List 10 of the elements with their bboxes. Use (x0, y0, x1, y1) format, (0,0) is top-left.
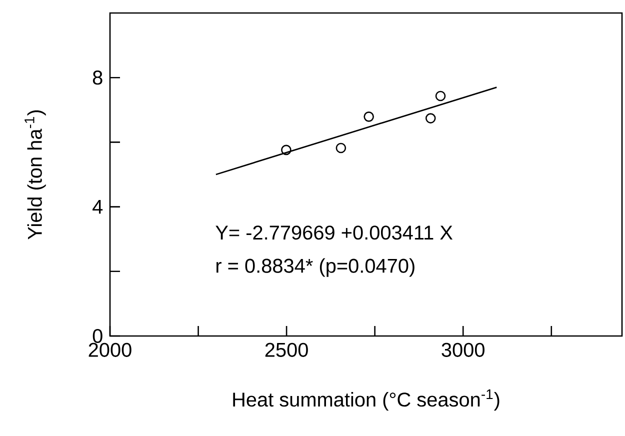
y-tick-label: 0 (92, 328, 102, 344)
annotation: Y= -2.779669 +0.003411 X (216, 226, 453, 240)
x-tick-label: 3000 (442, 342, 484, 357)
y-axis-title: Yield (ton ha$^{-1}$) (24, 110, 46, 240)
y-tick-label: 4 (92, 200, 103, 214)
x-tick-label: 2000 (88, 342, 132, 357)
y-tick-label: 8 (92, 70, 102, 85)
x-axis-title: Heat summation (°C season$^{-1}$) (233, 389, 500, 411)
annotation: r = 0.8834* (p=0.0470) (216, 258, 414, 277)
x-tick-label: 2500 (265, 342, 308, 357)
